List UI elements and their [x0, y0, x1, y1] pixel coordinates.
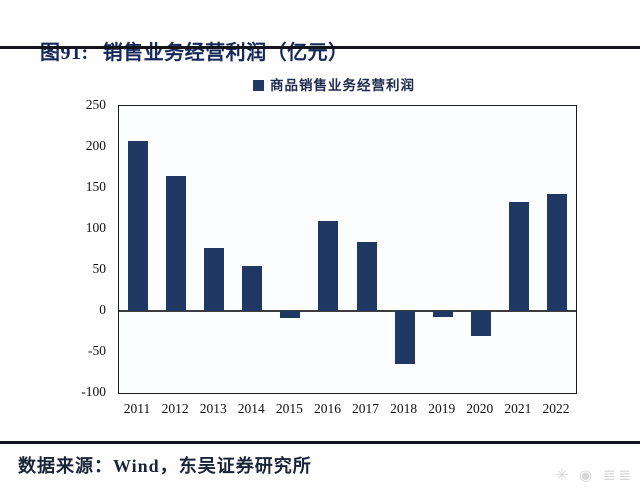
- x-tick-2014: 2014: [237, 401, 265, 416]
- bar-2013: [204, 247, 225, 311]
- bar-2011: [128, 141, 149, 311]
- x-tick-2015: 2015: [275, 401, 303, 416]
- bar-2016: [318, 220, 339, 311]
- data-source-text: 数据来源：Wind，东吴证券研究所: [18, 456, 312, 476]
- zero-axis-line: [119, 310, 576, 312]
- legend-swatch-icon: [253, 80, 264, 91]
- watermark: ✳ ◉ ≣≣: [555, 466, 634, 484]
- y-tick-200: 200: [85, 138, 106, 153]
- x-tick-2013: 2013: [199, 401, 227, 416]
- bar-2014: [242, 265, 263, 311]
- y-tick-0: 0: [99, 302, 106, 317]
- footer-divider: [0, 441, 640, 444]
- x-tick-2016: 2016: [313, 401, 341, 416]
- y-tick--50: -50: [88, 343, 106, 358]
- bar-2022: [546, 193, 567, 311]
- bar-2017: [356, 242, 377, 311]
- y-tick-250: 250: [85, 97, 106, 112]
- x-tick-2018: 2018: [390, 401, 418, 416]
- y-tick-150: 150: [85, 179, 106, 194]
- plot-area: [118, 105, 577, 394]
- y-tick--100: -100: [81, 384, 106, 399]
- bar-2021: [508, 201, 529, 311]
- x-tick-2019: 2019: [428, 401, 456, 416]
- x-tick-2021: 2021: [504, 401, 532, 416]
- chart-legend: 商品销售业务经营利润: [0, 74, 640, 95]
- y-tick-100: 100: [85, 220, 106, 235]
- title-divider: [0, 46, 640, 49]
- bar-2018: [394, 311, 415, 365]
- bar-2019: [432, 311, 453, 317]
- x-tick-2017: 2017: [352, 401, 380, 416]
- bar-2015: [280, 311, 301, 318]
- y-tick-50: 50: [92, 261, 107, 276]
- bar-2012: [166, 175, 187, 311]
- bar-2020: [470, 311, 491, 337]
- legend-label: 商品销售业务经营利润: [270, 78, 415, 93]
- x-tick-2012: 2012: [161, 401, 189, 416]
- x-tick-2020: 2020: [466, 401, 494, 416]
- x-tick-2022: 2022: [542, 401, 570, 416]
- x-tick-2011: 2011: [123, 401, 151, 416]
